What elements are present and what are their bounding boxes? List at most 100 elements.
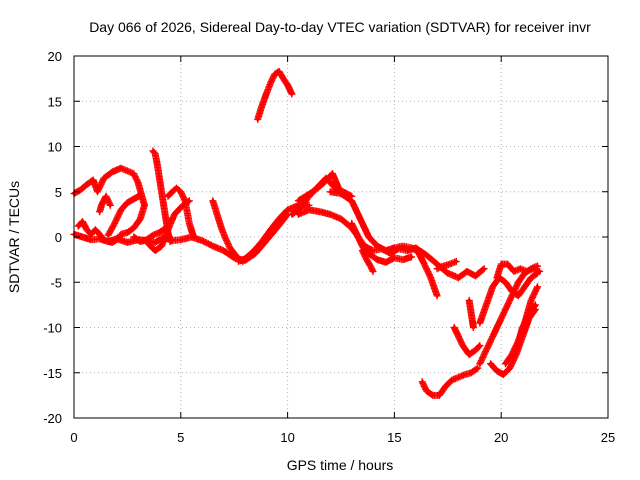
data-point [467, 353, 471, 357]
data-point [330, 172, 335, 176]
data-point [119, 208, 123, 212]
data-point [89, 232, 93, 236]
data-point [467, 298, 471, 302]
data-series [493, 260, 544, 282]
data-point [454, 259, 458, 263]
y-axis-label: SDTVAR / TECUs [6, 181, 22, 293]
x-tick-label: 0 [70, 430, 77, 445]
data-point [508, 366, 512, 370]
data-point [174, 186, 179, 190]
data-point [125, 230, 129, 235]
data-point [102, 176, 106, 180]
data-point [187, 221, 191, 225]
data-point [518, 267, 523, 271]
y-tick-label: 5 [55, 185, 62, 200]
data-point [153, 240, 157, 244]
data-point [506, 262, 510, 266]
data-point [275, 226, 279, 230]
data-point [102, 238, 106, 242]
data-point [424, 253, 428, 257]
x-tick-label: 10 [280, 430, 294, 445]
data-series [487, 305, 539, 379]
data-point [236, 259, 241, 263]
data-point [281, 77, 285, 81]
data-point [474, 274, 478, 278]
data-point [497, 321, 501, 325]
data-point [409, 255, 414, 259]
x-tick-label: 5 [177, 430, 184, 445]
data-point [290, 212, 294, 216]
data-point [119, 166, 123, 170]
data-point [512, 269, 516, 273]
data-point [104, 194, 108, 198]
data-point [516, 280, 520, 284]
data-point [463, 373, 467, 377]
y-tick-label: 15 [48, 94, 62, 109]
plot-area [70, 67, 544, 399]
data-point [85, 228, 89, 232]
data-point [100, 202, 104, 206]
data-point [533, 303, 538, 307]
data-point [157, 176, 161, 180]
data-series [450, 324, 484, 359]
data-point [151, 149, 155, 153]
data-point [268, 81, 273, 85]
data-point [125, 201, 129, 205]
data-point [424, 389, 428, 393]
y-tick-label: -20 [43, 411, 62, 426]
data-point [290, 92, 294, 96]
data-point [384, 260, 388, 264]
data-point [108, 203, 112, 207]
tick-labels: 0 5 10 15 20 25 -20 -15 -10 -5 0 5 10 15 20 [43, 49, 615, 445]
data-point [132, 226, 136, 230]
series-markers [294, 170, 345, 205]
data-point [503, 280, 508, 284]
data-series [254, 67, 296, 123]
data-point [85, 182, 89, 187]
data-point [110, 170, 114, 174]
data-point [501, 373, 505, 377]
data-point [211, 244, 215, 248]
data-point [138, 217, 142, 221]
series-markers [254, 67, 296, 123]
y-tick-label: 0 [55, 230, 62, 245]
data-point [125, 169, 129, 173]
data-point [503, 307, 508, 311]
data-point [465, 269, 469, 273]
data-point [328, 212, 332, 216]
data-point [350, 221, 354, 225]
data-point [491, 285, 495, 289]
data-point [113, 221, 117, 225]
data-point [166, 228, 170, 232]
data-point [435, 262, 439, 266]
data-point [538, 269, 542, 273]
data-series [130, 224, 170, 245]
data-point [521, 325, 525, 330]
data-point [93, 228, 97, 232]
data-series [348, 219, 415, 266]
data-point [307, 208, 311, 212]
data-point [296, 212, 300, 216]
data-point [132, 197, 136, 201]
data-point [164, 217, 168, 221]
data-point [469, 371, 473, 375]
data-point [474, 348, 478, 352]
data-point [525, 269, 529, 273]
data-point [523, 285, 527, 289]
data-point [514, 348, 518, 352]
data-point [298, 206, 302, 210]
data-point [448, 262, 452, 266]
data-series [294, 170, 345, 205]
data-point [371, 269, 375, 273]
data-point [172, 212, 176, 216]
y-tick-label: -10 [43, 321, 62, 336]
data-point [469, 312, 473, 316]
data-point [367, 235, 371, 239]
data-point [264, 92, 268, 96]
data-point [452, 325, 456, 330]
data-point [322, 181, 326, 185]
data-point [296, 199, 300, 203]
data-point [91, 178, 95, 182]
data-series [442, 364, 482, 390]
data-point [375, 258, 379, 262]
